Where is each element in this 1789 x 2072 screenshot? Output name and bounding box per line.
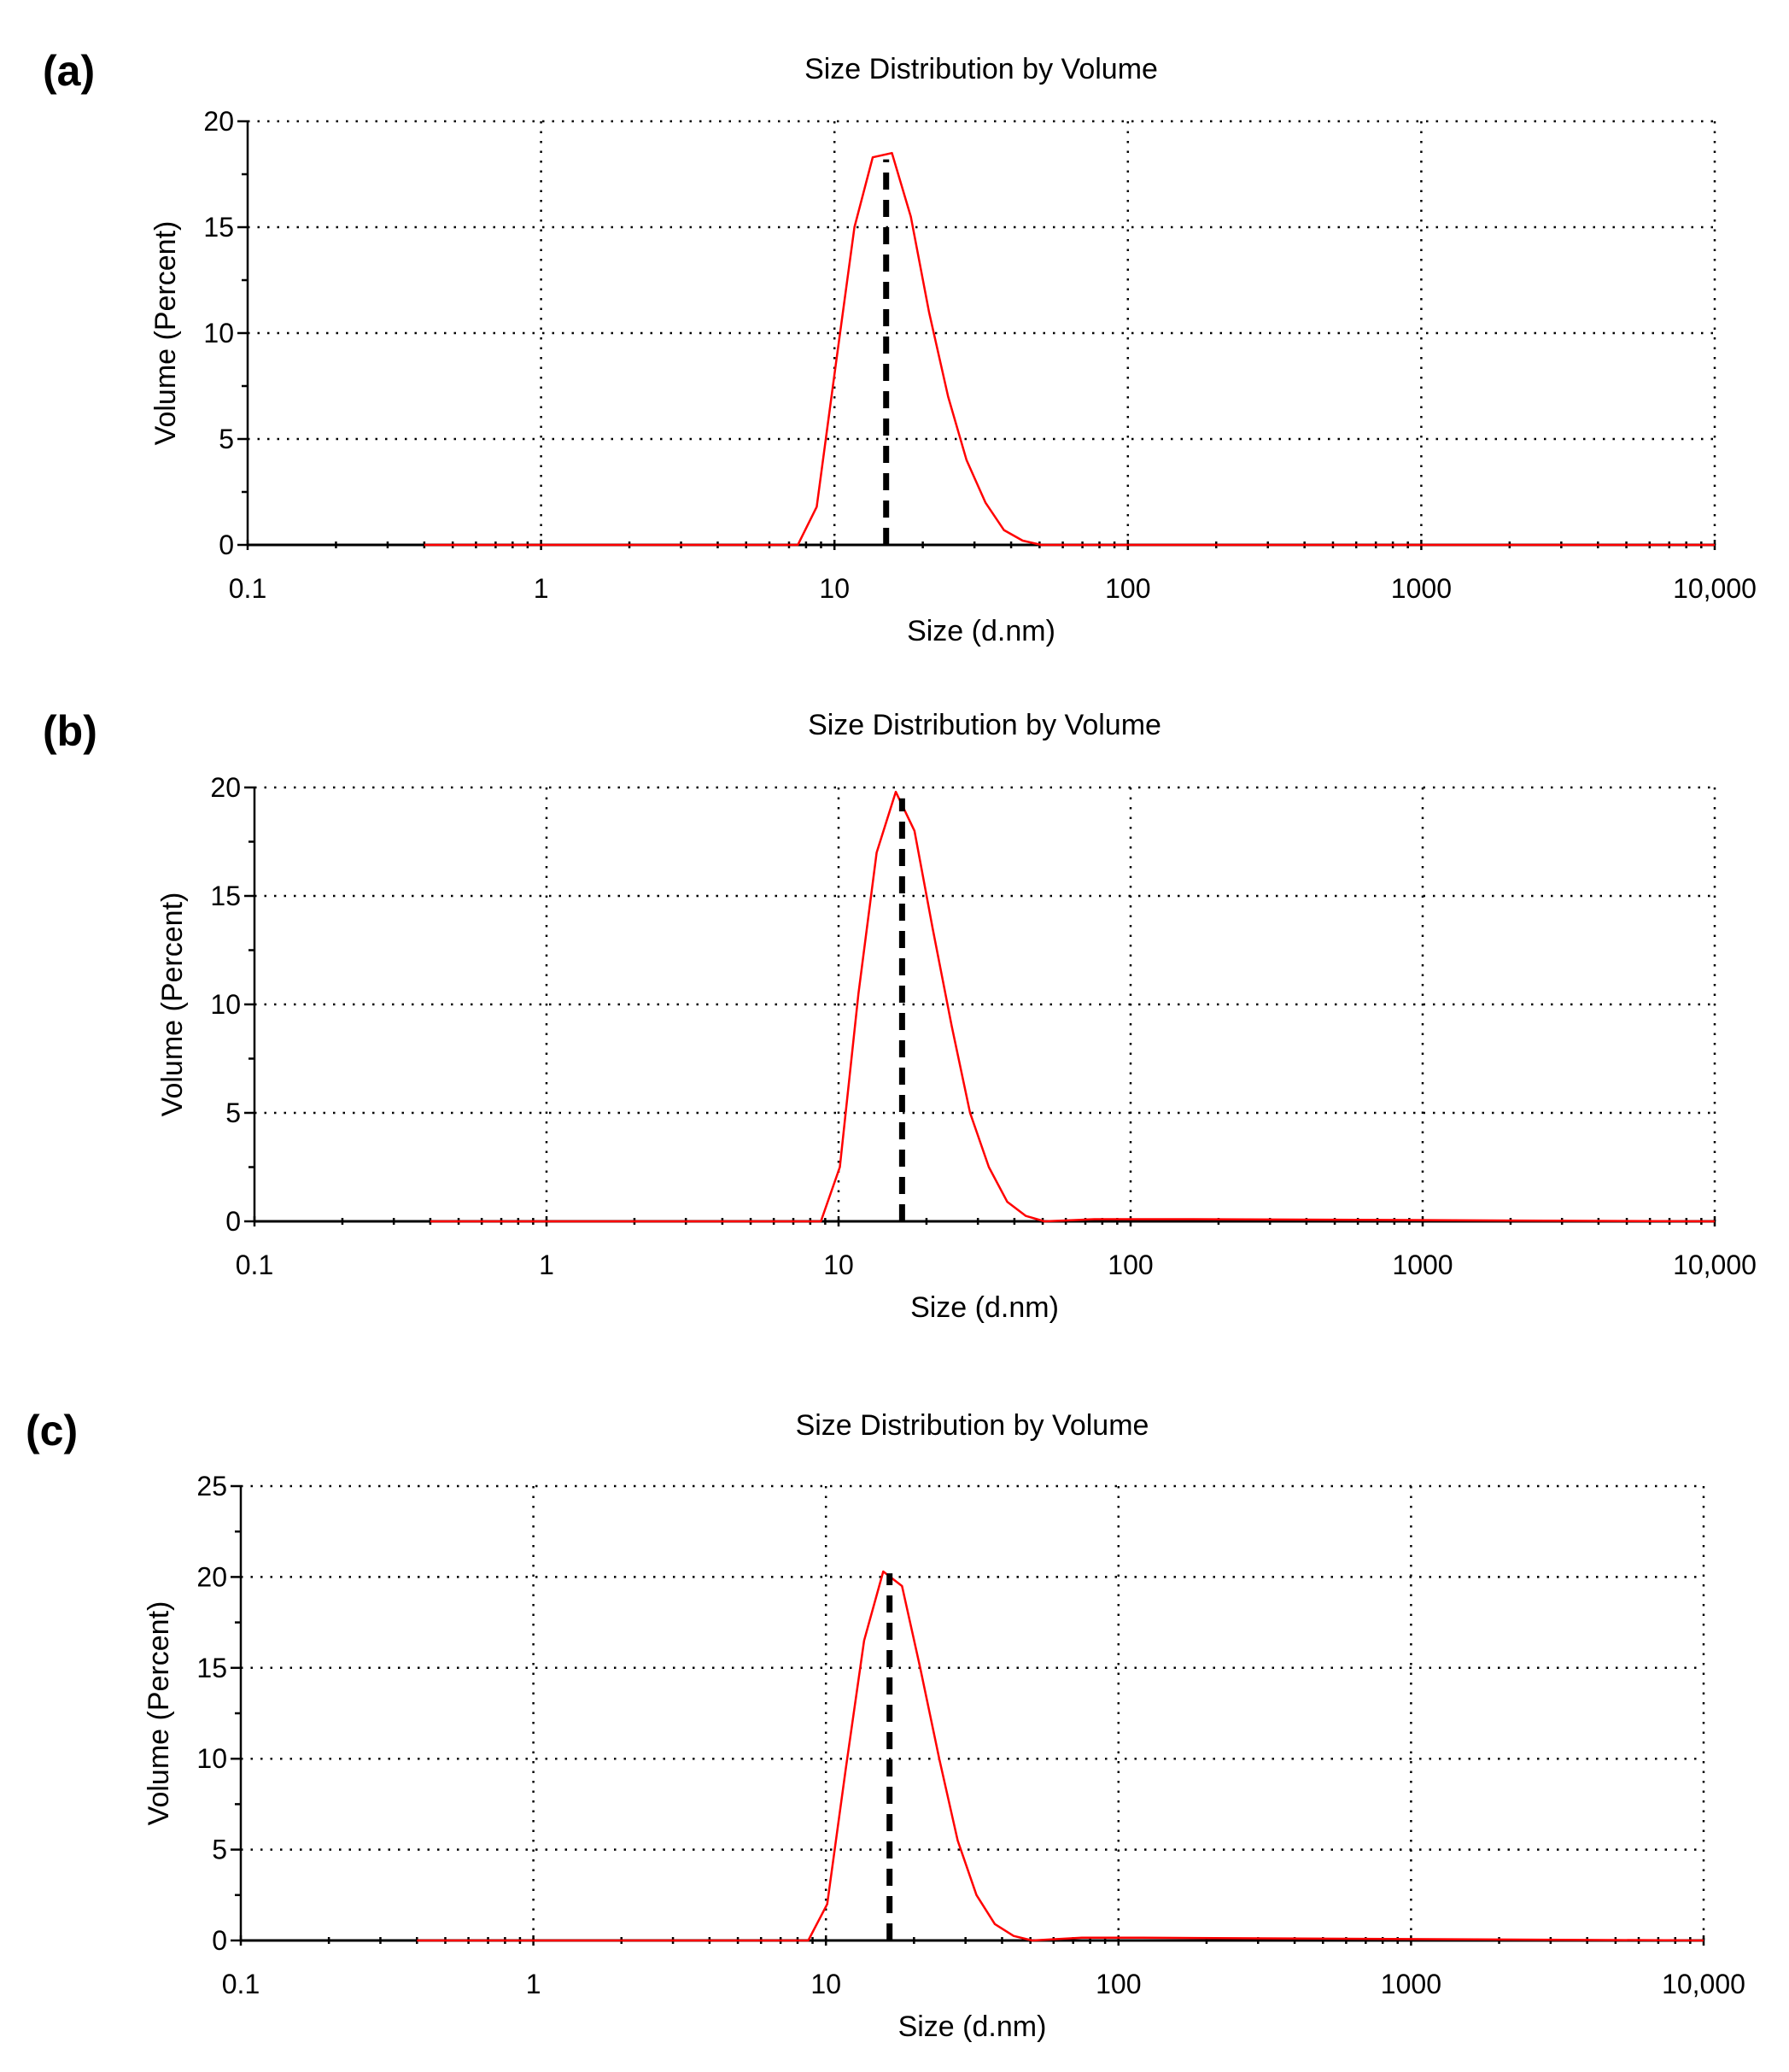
- chart-title: Size Distribution by Volume: [804, 53, 1158, 85]
- y-tick-label: 0: [219, 530, 234, 560]
- x-tick-label: 1: [539, 1250, 554, 1280]
- x-tick-label: 10: [810, 1969, 841, 1999]
- x-tick-label: 1: [526, 1969, 541, 1999]
- x-tick-label: 0.1: [236, 1250, 273, 1280]
- series-line: [430, 790, 1716, 1223]
- y-tick-label: 15: [196, 1653, 227, 1683]
- x-tick-label: 10,000: [1673, 573, 1757, 604]
- y-axis-label: Volume (Percent): [156, 893, 189, 1117]
- x-tick-label: 10: [819, 573, 850, 604]
- y-tick-label: 10: [203, 318, 234, 348]
- chart-panel-1: (a) Size Distribution by Volume 0 5 10 15 20 Vo…: [43, 47, 1757, 647]
- y-tick-label: 0: [212, 1925, 227, 1956]
- y-tick-label: 10: [196, 1743, 227, 1774]
- y-tick-label: 25: [196, 1471, 227, 1501]
- x-tick-label: 0.1: [222, 1969, 260, 1999]
- y-tick-label: 10: [210, 989, 241, 1020]
- x-tick-label: 10,000: [1673, 1250, 1757, 1280]
- x-axis-label: Size (d.nm): [910, 1291, 1059, 1324]
- x-tick-label: 1000: [1381, 1969, 1441, 1999]
- y-tick-label: 0: [225, 1206, 241, 1237]
- y-axis-label: Volume (Percent): [149, 221, 182, 446]
- y-tick-label: 20: [196, 1561, 227, 1592]
- y-tick-label: 15: [210, 881, 241, 911]
- x-axis-label: Size (d.nm): [907, 615, 1055, 647]
- x-tick-label: 1000: [1392, 1250, 1453, 1280]
- y-tick-label: 5: [212, 1835, 227, 1865]
- y-tick-label: 15: [203, 212, 234, 243]
- series-line: [424, 151, 1715, 547]
- x-tick-label: 0.1: [229, 573, 266, 604]
- y-tick-label: 20: [203, 106, 234, 137]
- panel-label: (a): [43, 47, 95, 95]
- chart-title: Size Distribution by Volume: [808, 709, 1161, 741]
- panel-label: (c): [26, 1407, 78, 1454]
- x-tick-label: 100: [1096, 1969, 1141, 1999]
- x-tick-label: 1: [534, 573, 549, 604]
- y-tick-label: 5: [225, 1097, 241, 1128]
- x-tick-label: 100: [1105, 573, 1150, 604]
- x-tick-label: 10,000: [1662, 1969, 1745, 1999]
- x-tick-label: 10: [823, 1250, 854, 1280]
- chart-panel-2: (b) Size Distribution by Volume 0 5 10 15 20 Vo…: [43, 707, 1757, 1324]
- y-axis-label: Volume (Percent): [143, 1601, 175, 1826]
- y-tick-label: 20: [210, 772, 241, 803]
- series-line: [417, 1570, 1704, 1942]
- x-axis-label: Size (d.nm): [898, 2011, 1047, 2043]
- x-tick-label: 100: [1108, 1250, 1153, 1280]
- panel-label: (b): [43, 707, 97, 755]
- chart-panel-3: (c) Size Distribution by Volume 0 5 10 15 20 25…: [26, 1407, 1745, 2043]
- chart-title: Size Distribution by Volume: [796, 1409, 1149, 1442]
- y-tick-label: 5: [219, 424, 234, 454]
- x-tick-label: 1000: [1391, 573, 1452, 604]
